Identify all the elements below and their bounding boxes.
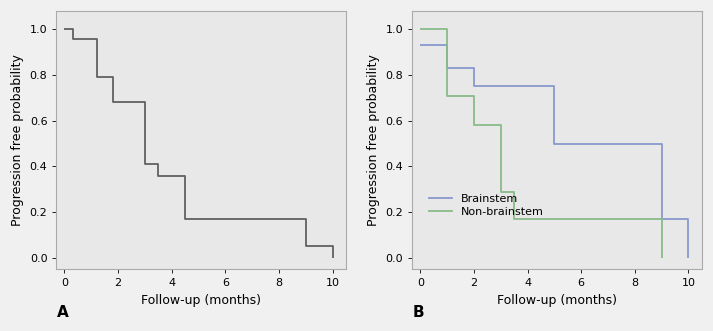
Legend: Brainstem, Non-brainstem: Brainstem, Non-brainstem [429, 194, 543, 217]
Y-axis label: Progression free probability: Progression free probability [11, 54, 24, 226]
X-axis label: Follow-up (months): Follow-up (months) [141, 294, 261, 307]
Y-axis label: Progression free probability: Progression free probability [367, 54, 380, 226]
Text: A: A [56, 305, 68, 320]
X-axis label: Follow-up (months): Follow-up (months) [497, 294, 617, 307]
Text: B: B [412, 305, 424, 320]
